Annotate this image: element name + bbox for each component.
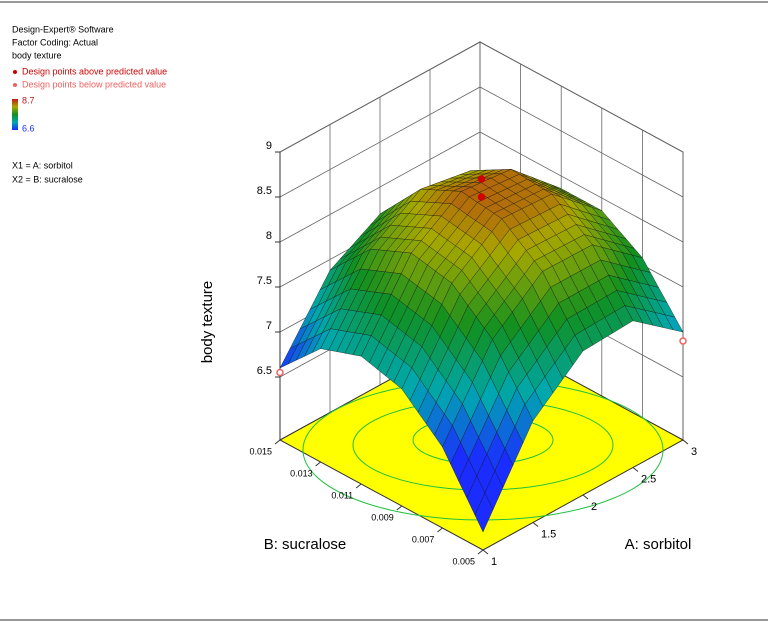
x-tick bbox=[682, 439, 689, 445]
x-tick-label: 2 bbox=[591, 501, 597, 513]
z-tick-label: 7.5 bbox=[257, 275, 272, 287]
z-tick-label: 9 bbox=[266, 140, 272, 152]
y-axis-title: B: sucralose bbox=[264, 536, 347, 553]
legend-marker bbox=[13, 83, 17, 87]
y-tick bbox=[477, 549, 484, 555]
design-point bbox=[477, 175, 486, 183]
header-line: Factor Coding: Actual bbox=[12, 37, 98, 47]
design-point bbox=[276, 368, 284, 377]
color-bar bbox=[12, 99, 18, 130]
surface bbox=[276, 169, 687, 533]
legend-entry: Design points above predicted value bbox=[22, 66, 167, 76]
z-tick-label: 8 bbox=[266, 230, 272, 242]
design-point bbox=[679, 337, 687, 345]
z-tick-label: 7 bbox=[266, 320, 272, 332]
legend-marker bbox=[13, 70, 17, 74]
legend-entry: Design points below predicted value bbox=[22, 79, 166, 89]
x-tick-label: 1 bbox=[491, 556, 497, 568]
design-point bbox=[477, 193, 486, 201]
x-axis-title: A: sorbitol bbox=[625, 536, 692, 553]
header-line: body texture bbox=[12, 50, 62, 60]
y-tick bbox=[437, 527, 443, 533]
y-tick-label: 0.015 bbox=[249, 446, 272, 456]
surface-patch bbox=[474, 492, 494, 533]
x-tick bbox=[482, 549, 489, 555]
x-tick bbox=[532, 522, 539, 527]
y-tick-label: 0.013 bbox=[290, 468, 313, 478]
x-tick bbox=[582, 494, 589, 500]
labels: 6.5 7 7.5 8 8.5 9 1 1.5 2 2.5 3 0.005 0.007 0.009 0.01… bbox=[249, 140, 697, 568]
y-tick-label: 0.009 bbox=[371, 512, 394, 522]
y-tick bbox=[396, 505, 403, 511]
y-tick-label: 0.011 bbox=[331, 490, 353, 500]
x-tick-label: 2.5 bbox=[641, 473, 656, 485]
factor-label: X2 = B: sucralose bbox=[12, 174, 83, 184]
y-tick bbox=[274, 439, 281, 445]
header-line: Design-Expert® Software bbox=[12, 24, 114, 34]
y-tick-label: 0.005 bbox=[452, 556, 475, 566]
z-axis-title: body texture bbox=[199, 281, 216, 364]
x-tick bbox=[632, 467, 639, 472]
color-max: 8.7 bbox=[22, 95, 35, 105]
x-tick-label: 3 bbox=[691, 446, 697, 458]
x-tick-label: 1.5 bbox=[541, 528, 556, 540]
factor-label: X1 = A: sorbitol bbox=[12, 160, 73, 170]
y-tick bbox=[355, 483, 362, 489]
z-tick-label: 8.5 bbox=[257, 185, 272, 197]
z-tick-label: 6.5 bbox=[257, 365, 272, 377]
y-tick-label: 0.007 bbox=[412, 534, 435, 544]
color-min: 6.6 bbox=[22, 123, 35, 133]
y-tick bbox=[315, 461, 321, 467]
